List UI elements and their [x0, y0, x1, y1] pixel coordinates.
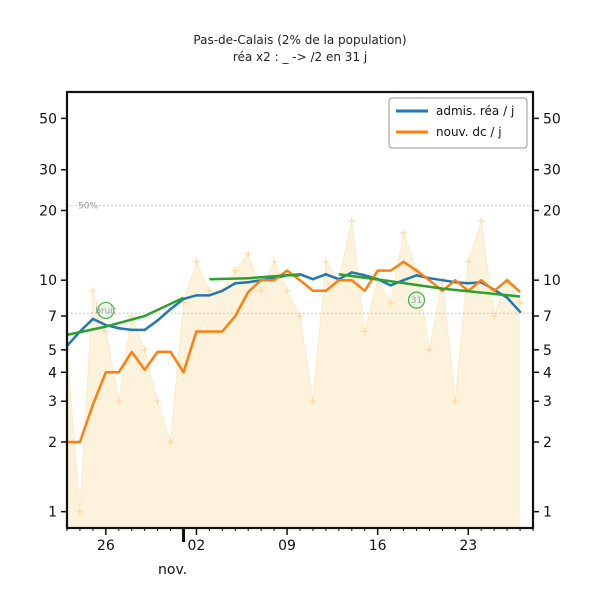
- annotation-label: bruit: [95, 306, 117, 316]
- legend-label-dc: nouv. dc / j: [436, 125, 502, 139]
- line-segment-rea: [91, 317, 108, 327]
- line-segment-rea: [78, 317, 95, 333]
- y-tick-label-right: 2: [543, 435, 552, 451]
- daily-point: [309, 397, 317, 405]
- y-tick-label-left: 4: [48, 365, 57, 381]
- x-tick-label: 26: [97, 538, 115, 554]
- y-tick-label-left: 3: [48, 394, 57, 410]
- line-segment-rea: [156, 307, 172, 322]
- line-segment-rea: [117, 326, 133, 332]
- daily-point: [192, 258, 200, 266]
- y-tick-label-left: 50: [39, 111, 57, 127]
- daily-point: [322, 258, 330, 266]
- y-tick-label-right: 3: [543, 394, 552, 410]
- trend-line: [338, 273, 521, 298]
- y-tick-label-left: 1: [48, 505, 57, 521]
- annotation-marker: [97, 301, 115, 320]
- y-tick-label-right: 7: [543, 309, 552, 325]
- daily-point: [257, 287, 265, 295]
- y-tick-label-right: 30: [543, 163, 561, 179]
- chart-subtitle: réa x2 : _ -> /2 en 31 j: [233, 50, 367, 64]
- line-segment-rea: [350, 271, 366, 277]
- legend: admis. réa / j nouv. dc / j: [388, 97, 528, 149]
- line-segment-rea: [428, 276, 444, 282]
- line-segment-rea: [169, 297, 185, 311]
- line-segment-rea: [505, 296, 522, 314]
- x-tick-label: 16: [369, 538, 387, 554]
- daily-point: [516, 299, 524, 307]
- trend-line: [66, 296, 185, 337]
- line-segment-rea: [298, 273, 315, 281]
- daily-point: [115, 397, 123, 405]
- daily-point: [244, 250, 252, 258]
- y-tick-label-left: 5: [48, 343, 57, 359]
- trend-line: [209, 274, 300, 281]
- daily-outline: [66, 220, 521, 512]
- line-segment-rea: [208, 289, 224, 297]
- daily-point: [102, 328, 110, 335]
- daily-point: [270, 258, 278, 266]
- y-tick-label-left: 7: [48, 309, 57, 325]
- daily-point: [400, 229, 408, 237]
- daily-point: [425, 346, 433, 354]
- line-segment-rea: [324, 273, 341, 281]
- daily-point: [231, 267, 239, 275]
- annotation-marker: [407, 291, 426, 309]
- daily-point: [451, 397, 459, 405]
- y-tick-label-left: 10: [39, 273, 57, 289]
- daily-point: [167, 438, 175, 446]
- plot-area: 50% bruit 31: [63, 202, 533, 528]
- legend-label-rea: admis. réa / j: [436, 104, 514, 118]
- x-month-label: nov.: [158, 562, 187, 578]
- line-segment-rea: [402, 274, 418, 282]
- daily-point: [205, 287, 213, 295]
- x-tick-label: 23: [459, 538, 477, 554]
- line-segment-rea: [311, 273, 328, 281]
- y-tick-label-right: 50: [543, 111, 561, 127]
- daily-point: [76, 508, 84, 516]
- daily-point: [141, 346, 149, 354]
- y-tick-label-right: 4: [543, 365, 552, 381]
- y-tick-label-right: 10: [543, 273, 561, 289]
- line-segment-rea: [234, 280, 250, 285]
- y-tick-label-right: 5: [543, 343, 552, 359]
- y-tick-label-left: 20: [39, 203, 57, 219]
- y-tick-label-right: 20: [543, 203, 561, 219]
- line-segment-rea: [143, 319, 159, 332]
- daily-point: [89, 287, 97, 295]
- y-tick-label-right: 1: [543, 505, 552, 521]
- daily-point: [154, 397, 162, 405]
- reference-label: 50%: [78, 202, 98, 212]
- x-tick-label: 09: [278, 538, 296, 554]
- chart-title: Pas-de-Calais (2% de la population): [193, 33, 406, 47]
- x-tick-label: 02: [188, 538, 206, 554]
- daily-fill-area: [67, 221, 521, 528]
- daily-point: [464, 258, 472, 266]
- annotation-label: 31: [411, 296, 422, 306]
- line-segment-rea: [221, 281, 237, 293]
- daily-point: [477, 217, 485, 225]
- daily-point: [490, 312, 498, 320]
- daily-point: [348, 217, 356, 225]
- y-tick-label-left: 30: [39, 163, 57, 179]
- daily-point: [387, 299, 395, 307]
- daily-point: [283, 287, 291, 295]
- line-segment-rea: [182, 294, 198, 301]
- line-segment-rea: [65, 330, 82, 348]
- y-tick-label-left: 2: [48, 435, 57, 451]
- daily-point: [361, 328, 369, 335]
